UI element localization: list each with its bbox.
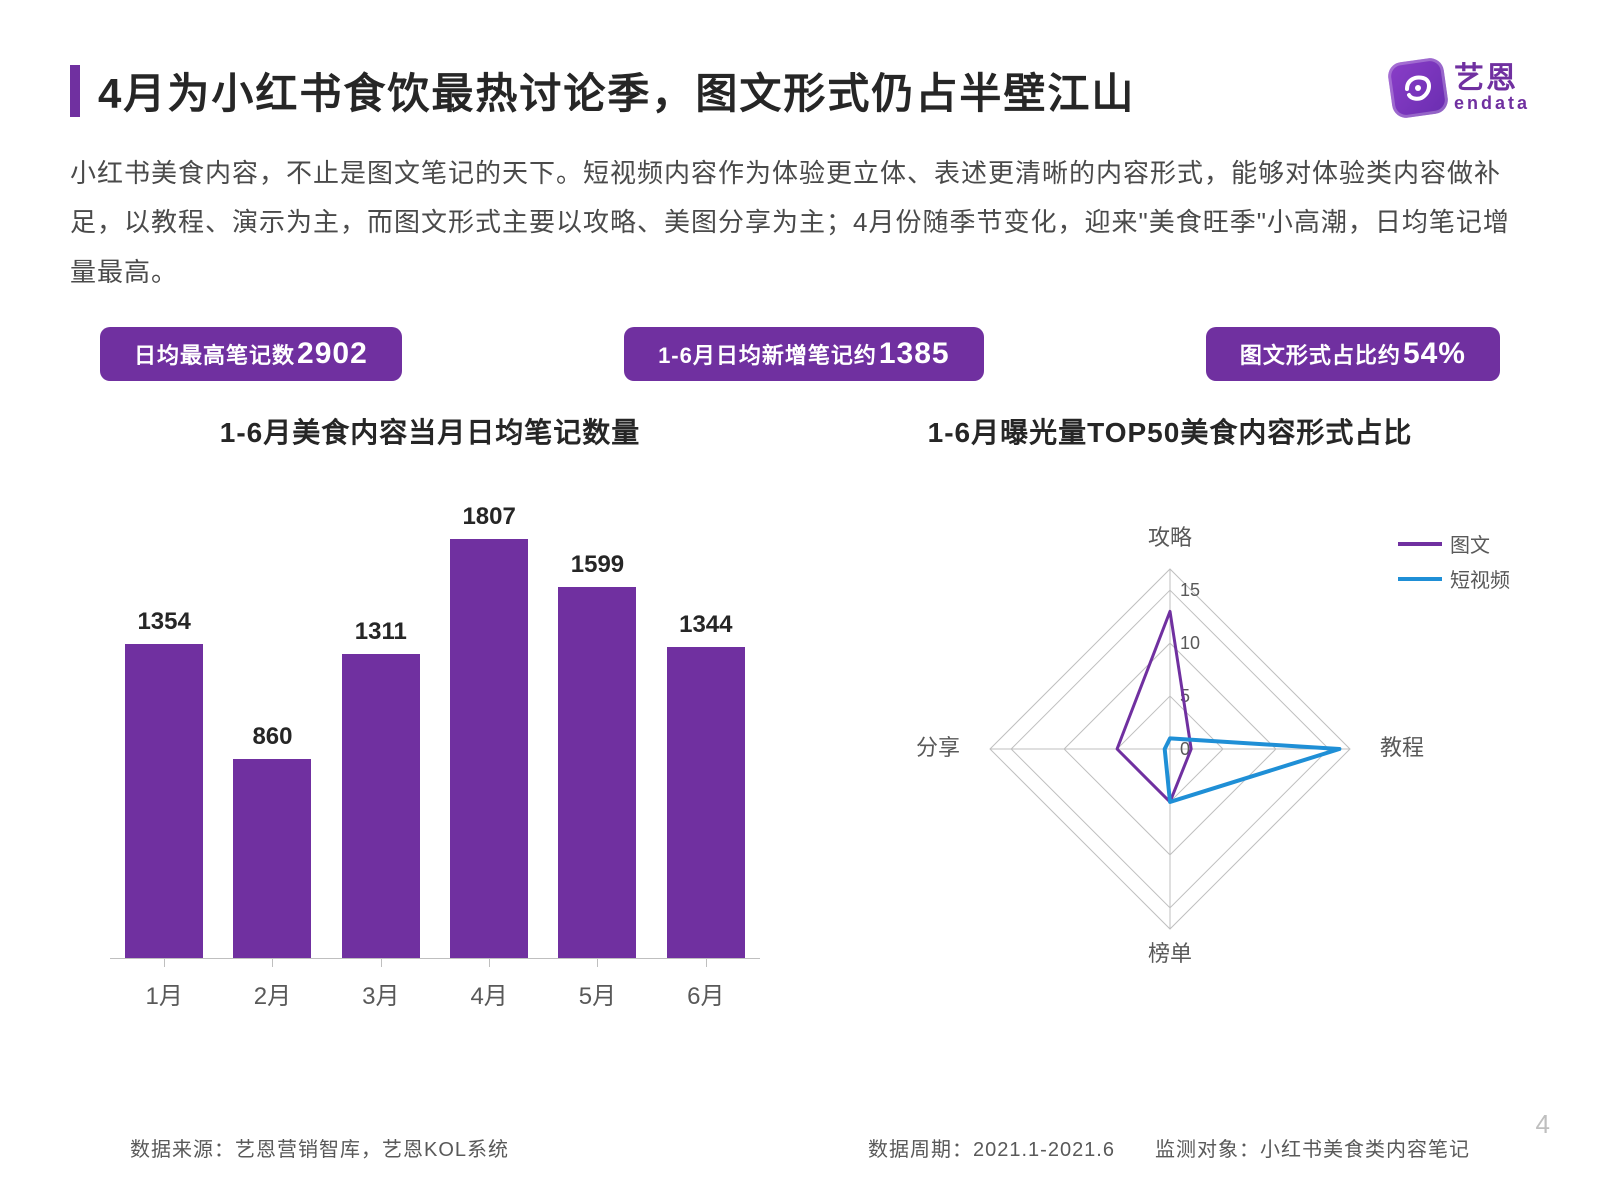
footer-period-value: 2021.1-2021.6 — [973, 1139, 1115, 1161]
pill-prefix: 1-6月日均新增笔记约 — [658, 338, 877, 370]
radar-svg: 051015攻略教程榜单分享 — [850, 469, 1490, 1009]
logo-badge-icon — [1386, 56, 1449, 119]
x-axis-label: 4月 — [439, 976, 539, 1011]
title-wrap: 4月为小红书食饮最热讨论季，图文形式仍占半壁江山 — [70, 60, 1135, 121]
pill-prefix: 图文形式占比约 — [1240, 338, 1401, 370]
footer-period-label: 数据周期： — [868, 1139, 973, 1161]
footer-source: 数据来源：艺恩营销智库，艺恩KOL系统 — [130, 1133, 509, 1162]
stat-pill: 图文形式占比约 54% — [1206, 327, 1500, 381]
x-axis-label: 3月 — [331, 976, 431, 1011]
radar-chart-column: 1-6月曝光量TOP50美食内容形式占比 051015攻略教程榜单分享 图文短视… — [810, 399, 1530, 1029]
pill-prefix: 日均最高笔记数 — [134, 338, 295, 370]
bar — [667, 647, 745, 959]
bar-wrap: 1599 — [547, 551, 647, 959]
legend-label: 短视频 — [1450, 564, 1510, 593]
legend-label: 图文 — [1450, 529, 1490, 558]
legend-swatch — [1398, 542, 1442, 546]
bar-wrap: 1807 — [439, 503, 539, 959]
legend-item: 短视频 — [1398, 564, 1510, 593]
footer-source-label: 数据来源： — [130, 1139, 235, 1161]
stat-pill: 日均最高笔记数 2902 — [100, 327, 402, 381]
footer-target: 监测对象：小红书美食类内容笔记 — [1155, 1133, 1470, 1162]
radar-chart-title: 1-6月曝光量TOP50美食内容形式占比 — [810, 411, 1530, 451]
x-axis-line — [110, 958, 760, 959]
description-text: 小红书美食内容，不止是图文笔记的天下。短视频内容作为体验更立体、表述更清晰的内容… — [70, 149, 1530, 297]
footer-period: 数据周期：2021.1-2021.6 — [868, 1133, 1115, 1162]
brand-logo: 艺恩 endata — [1390, 60, 1530, 116]
bars-container: 1354 860 1311 1807 1599 1344 — [110, 499, 760, 959]
bar — [125, 644, 203, 959]
x-labels: 1月2月 3月4月5月 6月 — [110, 976, 760, 1011]
radar-axis-label: 榜单 — [1148, 941, 1192, 966]
bar-wrap: 860 — [222, 723, 322, 959]
radar-legend: 图文短视频 — [1398, 529, 1510, 599]
bar-value-label: 1311 — [355, 618, 407, 646]
logo-text: 艺恩 endata — [1454, 64, 1530, 112]
bar-value-label: 1599 — [571, 551, 624, 579]
bar — [558, 587, 636, 959]
stat-pill: 1-6月日均新增笔记约 1385 — [624, 327, 984, 381]
bar-wrap: 1344 — [656, 611, 756, 959]
svg-text:10: 10 — [1180, 633, 1200, 653]
bar-chart-column: 1-6月美食内容当月日均笔记数量 1354 860 1311 1807 1599 1344… — [70, 399, 790, 1029]
bar — [342, 654, 420, 959]
x-axis-label: 5月 — [547, 976, 647, 1011]
x-axis-label: 2月 — [222, 976, 322, 1011]
svg-text:15: 15 — [1180, 580, 1200, 600]
bar-wrap: 1354 — [114, 608, 214, 959]
logo-cn: 艺恩 — [1454, 64, 1530, 94]
footer: 数据来源：艺恩营销智库，艺恩KOL系统 数据周期：2021.1-2021.6 监… — [70, 1133, 1530, 1162]
header: 4月为小红书食饮最热讨论季，图文形式仍占半壁江山 艺恩 endata — [70, 60, 1530, 121]
bar-chart: 1354 860 1311 1807 1599 1344 1月2月 3月4月5月 6月 — [70, 469, 790, 1029]
legend-swatch — [1398, 577, 1442, 581]
bar-value-label: 1354 — [137, 608, 190, 636]
bar — [233, 759, 311, 959]
title-accent-bar — [70, 65, 80, 117]
pill-value: 2902 — [297, 337, 368, 371]
stat-pills-row: 日均最高笔记数 2902 1-6月日均新增笔记约 1385 图文形式占比约 54… — [70, 327, 1530, 381]
page-number: 4 — [1536, 1109, 1550, 1140]
bar-value-label: 1344 — [679, 611, 732, 639]
x-axis-label: 6月 — [656, 976, 756, 1011]
bar-value-label: 860 — [252, 723, 292, 751]
legend-item: 图文 — [1398, 529, 1510, 558]
pill-value: 1385 — [879, 337, 950, 371]
slide-page: 4月为小红书食饮最热讨论季，图文形式仍占半壁江山 艺恩 endata 小红书美食… — [0, 0, 1600, 1200]
pill-value: 54% — [1403, 337, 1466, 371]
bar-wrap: 1311 — [331, 618, 431, 959]
radar-axis-label: 教程 — [1380, 735, 1424, 760]
footer-target-label: 监测对象： — [1155, 1139, 1260, 1161]
bar-value-label: 1807 — [462, 503, 515, 531]
radar-axis-label: 攻略 — [1148, 525, 1192, 550]
bar-chart-title: 1-6月美食内容当月日均笔记数量 — [70, 411, 790, 451]
footer-source-value: 艺恩营销智库，艺恩KOL系统 — [235, 1139, 509, 1161]
page-title: 4月为小红书食饮最热讨论季，图文形式仍占半壁江山 — [98, 60, 1135, 121]
charts-row: 1-6月美食内容当月日均笔记数量 1354 860 1311 1807 1599 1344… — [70, 399, 1530, 1029]
x-axis-label: 1月 — [114, 976, 214, 1011]
footer-target-value: 小红书美食类内容笔记 — [1260, 1139, 1470, 1161]
bar-plot-area: 1354 860 1311 1807 1599 1344 — [110, 499, 760, 959]
radar-axis-label: 分享 — [916, 735, 960, 760]
bar — [450, 539, 528, 959]
logo-en: endata — [1454, 94, 1530, 112]
radar-chart: 051015攻略教程榜单分享 图文短视频 — [810, 469, 1530, 1029]
